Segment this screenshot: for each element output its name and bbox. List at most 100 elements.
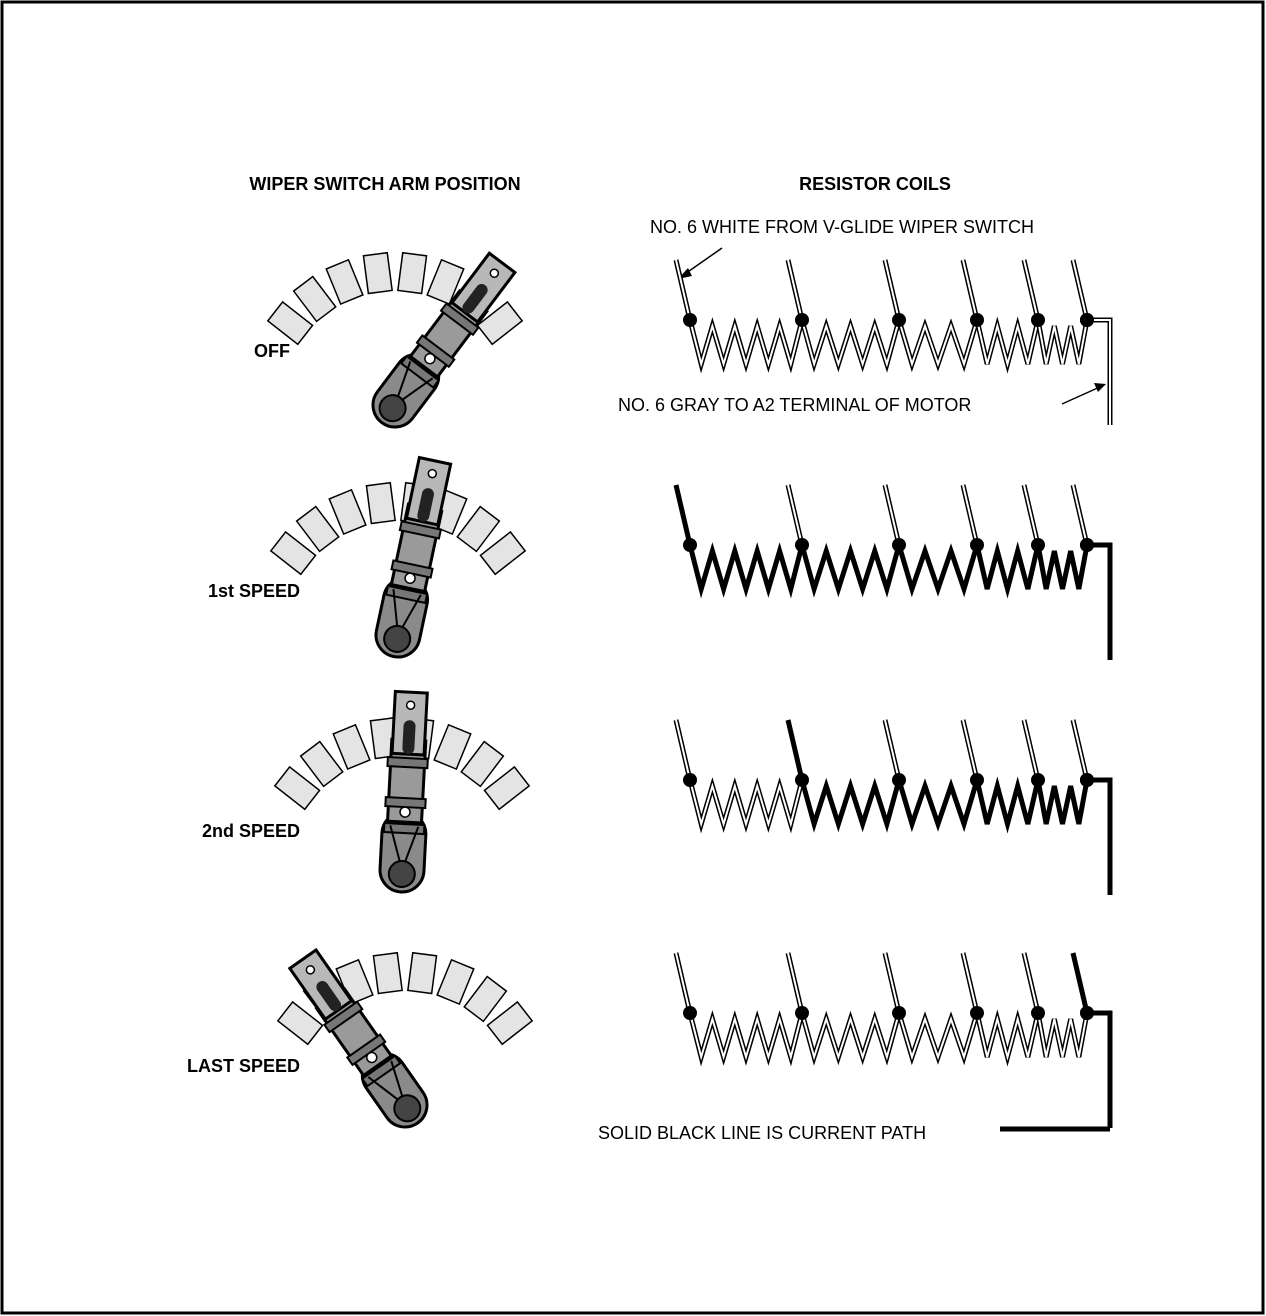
resistor-coil: [974, 776, 1041, 834]
arm-pivot: [387, 859, 416, 888]
switch-arm: [371, 251, 518, 429]
arm-band: [384, 584, 429, 605]
arm-slot: [402, 720, 416, 755]
terminal-dot: [1080, 773, 1094, 787]
arm-rivet: [305, 965, 316, 975]
contact-segment: [295, 505, 340, 553]
terminal-dot: [683, 773, 697, 787]
terminal-dot: [970, 538, 984, 552]
terminal-dot: [683, 1006, 697, 1020]
contact-segment: [269, 530, 317, 576]
position-label: 1st SPEED: [208, 581, 300, 601]
contact-segment: [483, 765, 531, 811]
contact-segment: [335, 958, 374, 1006]
contact-segment: [325, 258, 364, 306]
terminal-lead-core: [884, 259, 900, 321]
terminal-dot: [892, 313, 906, 327]
position-label: LAST SPEED: [187, 1056, 300, 1076]
motor-lead: [1087, 542, 1113, 660]
arm-rivet: [405, 700, 416, 710]
resistor-coil: [974, 541, 1041, 599]
contact-segment: [479, 530, 527, 576]
terminal-dot: [683, 313, 697, 327]
contact-segment: [456, 505, 501, 553]
motor-lead: [1087, 1010, 1113, 1128]
terminal-dot: [1031, 313, 1045, 327]
dial: [266, 251, 524, 346]
terminal-dot: [970, 1006, 984, 1020]
contact-segment: [476, 300, 524, 346]
terminal-lead-core: [1023, 259, 1039, 321]
switch-arm: [287, 947, 429, 1129]
arm-band: [382, 821, 426, 836]
contact-segment: [463, 975, 508, 1023]
terminal-dot: [1031, 538, 1045, 552]
contact-segment: [266, 300, 314, 346]
terminal-dot: [970, 313, 984, 327]
terminal-lead-core: [787, 259, 803, 321]
terminal-lead-core: [1072, 719, 1088, 781]
terminal-dot: [892, 773, 906, 787]
terminal-lead-core: [787, 952, 803, 1014]
contact-segment: [372, 951, 404, 995]
terminal-dot: [795, 538, 809, 552]
contact-segment: [292, 275, 337, 323]
arm-band: [439, 302, 480, 337]
contact-segment: [433, 723, 472, 771]
arm-rivet: [404, 572, 416, 585]
resistor-coil-core: [689, 1012, 803, 1061]
terminal-dot: [970, 773, 984, 787]
arm-band: [398, 520, 443, 540]
resistor-coil-core: [801, 319, 900, 368]
terminal-lead-core: [1072, 484, 1088, 546]
right-header: RESISTOR COILS: [799, 174, 951, 194]
contact-segment: [406, 951, 438, 995]
resistor-coil-core: [898, 319, 978, 368]
contact-segment: [299, 740, 344, 788]
terminal-lead-core: [884, 484, 900, 546]
arrowhead: [1094, 383, 1106, 392]
resistor-coil: [1035, 544, 1090, 590]
arm-pivot: [393, 1094, 422, 1123]
arm-band: [322, 1000, 364, 1034]
resistor-coil-core: [1037, 319, 1088, 365]
motor-lead: [1087, 777, 1113, 895]
position-label: 2nd SPEED: [202, 821, 300, 841]
arm-rivet: [427, 468, 438, 479]
resistor-coil: [896, 778, 980, 833]
terminal-lead-core: [884, 719, 900, 781]
switch-arm: [378, 689, 429, 894]
position-label: OFF: [254, 341, 290, 361]
terminal-lead-core: [1023, 719, 1039, 781]
terminal-lead-core: [962, 259, 978, 321]
resistor-coil-core: [976, 319, 1039, 368]
arm-rivet: [365, 1051, 378, 1064]
contact-segment: [332, 723, 371, 771]
terminal-lead-core: [675, 719, 691, 781]
terminal-lead-core: [787, 484, 803, 546]
terminal-lead-core: [1023, 484, 1039, 546]
terminal-lead-core: [1072, 259, 1088, 321]
contact-segment: [396, 251, 428, 295]
terminal-lead-core: [675, 259, 691, 321]
arm-pivot: [383, 624, 412, 653]
terminal-dot: [795, 773, 809, 787]
arm-rivet: [424, 352, 436, 365]
terminal-lead-core: [962, 952, 978, 1014]
terminal-dot: [683, 538, 697, 552]
contact-segment: [328, 488, 367, 536]
output-arrow: [1061, 385, 1103, 405]
terminal-dot: [892, 1006, 906, 1020]
contact-segment: [460, 740, 505, 788]
terminal-dot: [1080, 1006, 1094, 1020]
terminal-dot: [892, 538, 906, 552]
resistor-coil-core: [976, 1012, 1039, 1061]
terminal-dot: [1031, 1006, 1045, 1020]
contact-segment: [276, 1000, 324, 1046]
resistor-coil: [799, 777, 902, 833]
motor-lead: [1087, 317, 1113, 425]
terminal-dot: [795, 1006, 809, 1020]
motor-lead-core: [1087, 319, 1111, 425]
